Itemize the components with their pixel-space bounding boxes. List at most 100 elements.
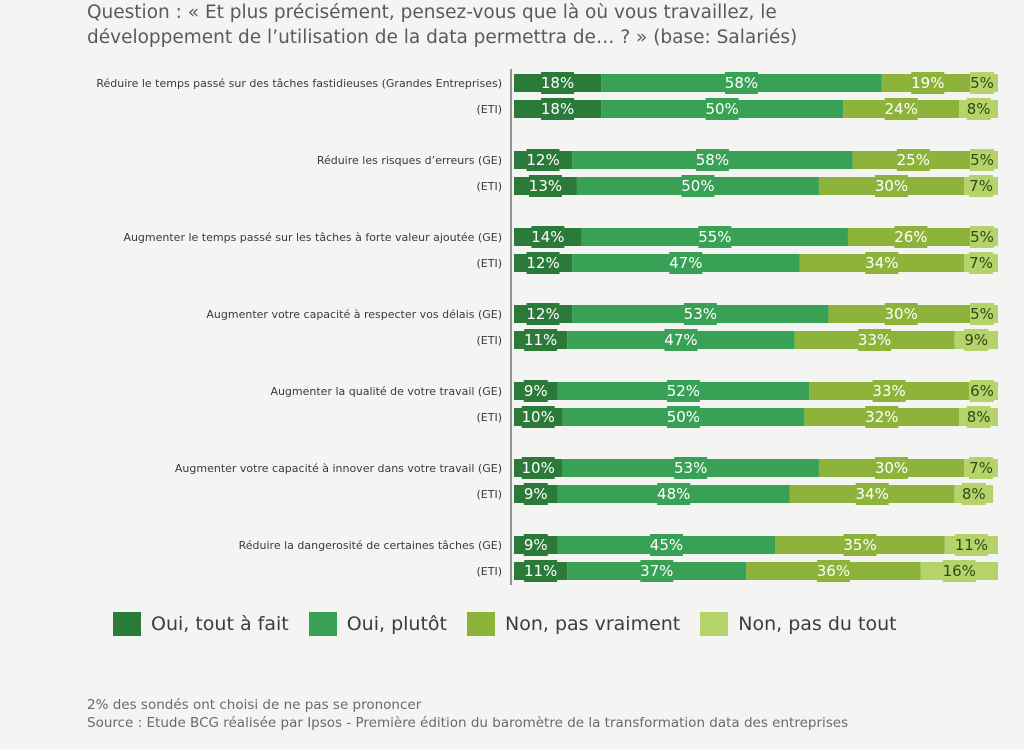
- value-label: 53%: [674, 459, 707, 477]
- value-label-box: [523, 534, 548, 556]
- value-label: 16%: [943, 562, 976, 580]
- value-label: 37%: [640, 562, 673, 580]
- value-label-box: [531, 226, 565, 248]
- legend-swatch-pas-vraiment: [466, 612, 495, 636]
- value-label-box: [666, 406, 700, 428]
- value-label: 32%: [865, 408, 898, 426]
- value-label-box: [875, 175, 909, 197]
- value-label-box: [640, 560, 674, 582]
- legend-swatch-pas-du-tout: [700, 612, 729, 636]
- value-label: 5%: [970, 151, 994, 169]
- value-label-box: [524, 329, 558, 351]
- value-label: 50%: [667, 408, 700, 426]
- value-label: 55%: [698, 228, 731, 246]
- value-label-box: [521, 406, 555, 428]
- value-label: 45%: [650, 536, 683, 554]
- value-label: 12%: [526, 305, 559, 323]
- value-label-box: [966, 98, 991, 120]
- legend-item-pas-vraiment: Non, pas vraiment: [466, 612, 681, 636]
- value-label: 11%: [955, 536, 988, 554]
- legend-label: Non, pas vraiment: [504, 613, 681, 635]
- value-label: 34%: [855, 485, 888, 503]
- legend-swatch-plutot: [308, 612, 337, 636]
- value-label-box: [526, 149, 560, 171]
- value-label-box: [528, 175, 562, 197]
- value-label: 52%: [667, 382, 700, 400]
- value-label-box: [526, 303, 560, 325]
- value-label-box: [964, 329, 989, 351]
- value-label: 5%: [970, 74, 994, 92]
- value-label-box: [970, 72, 994, 94]
- chart-title: Question : « Et plus précisément, pensez…: [87, 2, 798, 48]
- value-label-box: [657, 483, 691, 505]
- value-label: 25%: [897, 151, 930, 169]
- legend-swatch-tout-a-fait: [113, 612, 141, 636]
- row-label: Réduire les risques d’erreurs (GE): [317, 154, 502, 167]
- value-label: 8%: [967, 408, 991, 426]
- value-label: 18%: [541, 100, 574, 118]
- value-label-box: [865, 252, 899, 274]
- value-label: 58%: [725, 74, 758, 92]
- value-label-box: [669, 252, 703, 274]
- row-label: Réduire le temps passé sur des tâches fa…: [96, 77, 502, 90]
- value-label: 47%: [669, 254, 702, 272]
- value-label-box: [858, 329, 892, 351]
- value-label-box: [705, 98, 739, 120]
- value-label: 6%: [970, 382, 994, 400]
- value-label: 5%: [970, 305, 994, 323]
- value-label: 10%: [522, 459, 555, 477]
- value-label: 9%: [524, 382, 548, 400]
- value-label-box: [969, 457, 994, 479]
- value-label-box: [843, 534, 877, 556]
- value-label: 9%: [524, 536, 548, 554]
- legend-label: Oui, tout à fait: [151, 613, 289, 635]
- value-label: 58%: [696, 151, 729, 169]
- value-label-box: [541, 98, 575, 120]
- value-label: 47%: [664, 331, 697, 349]
- value-label-box: [649, 534, 683, 556]
- row-label: Augmenter le temps passé sur les tâches …: [123, 231, 502, 244]
- value-label-box: [970, 380, 994, 402]
- value-label-box: [896, 149, 930, 171]
- value-label: 14%: [531, 228, 564, 246]
- value-label: 9%: [524, 485, 548, 503]
- row-label: Augmenter votre capacité à innover dans …: [175, 462, 502, 475]
- value-label-box: [942, 560, 976, 582]
- value-label: 13%: [529, 177, 562, 195]
- value-label-box: [884, 98, 918, 120]
- row-label: Augmenter la qualité de votre travail (G…: [270, 385, 502, 398]
- value-label: 11%: [524, 331, 557, 349]
- value-label-box: [969, 252, 994, 274]
- footer: 2% des sondés ont choisi de ne pas se pr…: [87, 696, 848, 732]
- value-label: 12%: [526, 254, 559, 272]
- value-label-box: [521, 457, 555, 479]
- value-label-box: [865, 406, 899, 428]
- value-label-box: [695, 149, 729, 171]
- value-label-box: [683, 303, 717, 325]
- value-label: 26%: [894, 228, 927, 246]
- value-label: 33%: [872, 382, 905, 400]
- value-label-box: [681, 175, 715, 197]
- value-label: 36%: [817, 562, 850, 580]
- row-label: (ETI): [477, 180, 503, 193]
- value-label: 30%: [875, 177, 908, 195]
- value-label-box: [966, 406, 991, 428]
- row-label: Augmenter votre capacité à respecter vos…: [206, 308, 502, 321]
- value-label-box: [526, 252, 560, 274]
- value-label-box: [970, 303, 994, 325]
- value-label: 35%: [843, 536, 876, 554]
- row-label: (ETI): [477, 334, 503, 347]
- value-label-box: [541, 72, 575, 94]
- value-label: 7%: [969, 459, 993, 477]
- value-label-box: [523, 483, 548, 505]
- value-label: 50%: [705, 100, 738, 118]
- value-label: 12%: [526, 151, 559, 169]
- row-label: (ETI): [477, 488, 503, 501]
- row-label: (ETI): [477, 565, 503, 578]
- value-label: 8%: [962, 485, 986, 503]
- value-label-box: [872, 380, 906, 402]
- value-label: 7%: [969, 254, 993, 272]
- value-label-box: [524, 560, 558, 582]
- row-label: (ETI): [477, 103, 503, 116]
- value-label-box: [698, 226, 732, 248]
